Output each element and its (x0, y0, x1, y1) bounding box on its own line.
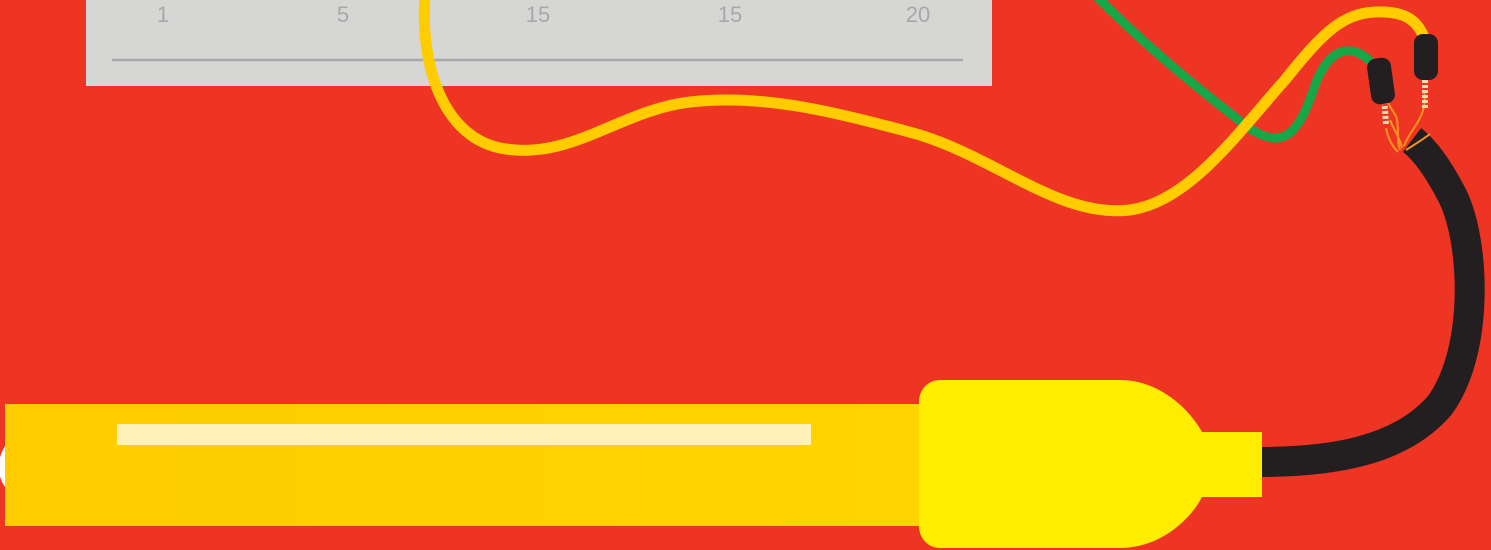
breadboard-body (86, 0, 992, 86)
column-label-15a: 15 (526, 2, 550, 27)
probe-body (5, 404, 930, 526)
column-label-15b: 15 (718, 2, 742, 27)
sensor-probe (0, 380, 1262, 548)
column-label-5: 5 (337, 2, 349, 27)
column-label-1: 1 (157, 2, 169, 27)
black-cable (1257, 128, 1485, 477)
pin-header-left (1367, 57, 1395, 125)
probe-highlight (117, 424, 811, 445)
probe-cap (919, 380, 1262, 548)
yellow-wire (418, 0, 1431, 217)
breadboard: 1 5 15 15 20 (86, 0, 992, 86)
column-label-20: 20 (906, 2, 930, 27)
pin-header-right (1414, 34, 1438, 108)
green-wire (1093, 0, 1383, 143)
